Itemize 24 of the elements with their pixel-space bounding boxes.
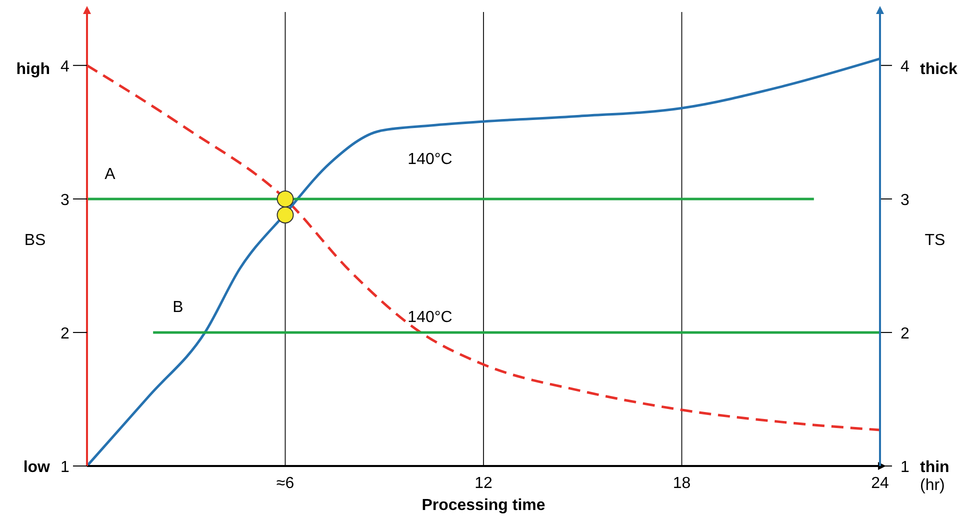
x-tick-label: 18 xyxy=(672,475,691,492)
text: thin xyxy=(920,459,950,476)
y-axis-title: BS xyxy=(24,232,46,249)
text: high xyxy=(16,61,50,78)
y2-tick-label: 3 xyxy=(900,192,910,209)
annotation: A xyxy=(104,166,116,183)
x-tick-label: 24 xyxy=(871,475,889,492)
annotation: 140°C xyxy=(408,151,452,168)
text: thick xyxy=(920,61,958,78)
y-tick-label: 4 xyxy=(60,58,70,76)
text: (hr) xyxy=(920,477,945,494)
y2-tick-label: 1 xyxy=(900,459,910,476)
text: low xyxy=(23,459,51,476)
y2-tick-label: 2 xyxy=(900,325,910,342)
y-tick-label: 1 xyxy=(60,459,70,476)
x-axis-title: Processing time xyxy=(422,497,546,514)
y2-axis-title: TS xyxy=(924,232,946,249)
annotation: 140°C xyxy=(408,309,452,326)
y-tick-label: 3 xyxy=(60,192,70,209)
y2-tick-label: 4 xyxy=(900,58,910,76)
y-tick-label: 2 xyxy=(60,325,70,342)
x-tick-label: 12 xyxy=(474,475,492,492)
annotation: B xyxy=(172,299,184,316)
x-tick-label: ≈6 xyxy=(276,475,294,492)
